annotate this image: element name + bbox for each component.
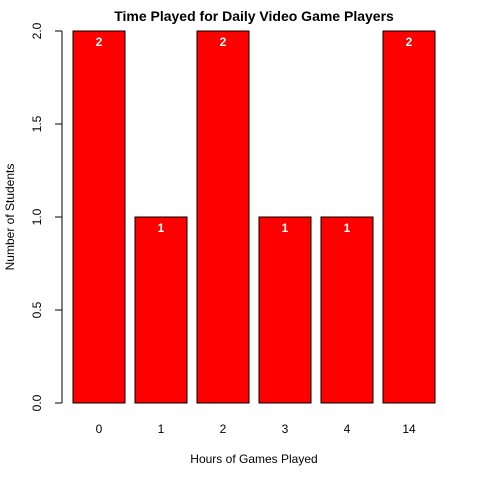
x-tick-label: 3 [282,422,289,436]
y-tick-label: 2.0 [30,22,44,39]
bar-2 [196,30,250,404]
data-label: 2 [96,35,103,49]
bar-0 [72,30,126,404]
y-tick-label: 1.0 [30,208,44,225]
bar-14 [382,30,436,404]
data-label: 2 [406,35,413,49]
x-axis-label: Hours of Games Played [190,452,317,466]
x-tick-labels: 0 1 2 3 4 14 [96,422,416,436]
data-label: 1 [344,221,351,235]
x-tick-label: 4 [344,422,351,436]
data-label: 1 [158,221,165,235]
bar-4 [320,216,374,404]
bar-3 [258,216,312,404]
y-axis: 0.0 0.5 1.0 1.5 2.0 [30,22,63,411]
y-tick-label: 0.5 [30,301,44,318]
y-tick-label: 1.5 [30,115,44,132]
y-tick-label: 0.0 [30,394,44,411]
x-tick-label: 1 [158,422,165,436]
x-tick-label: 0 [96,422,103,436]
x-tick-label: 14 [402,422,416,436]
bars-group: 2 1 2 1 1 2 [72,30,436,404]
data-label: 2 [220,35,227,49]
chart-title: Time Played for Daily Video Game Players [114,8,394,24]
x-tick-label: 2 [220,422,227,436]
y-axis-label: Number of Students [3,164,17,271]
bar-1 [134,216,188,404]
data-label: 1 [282,221,289,235]
